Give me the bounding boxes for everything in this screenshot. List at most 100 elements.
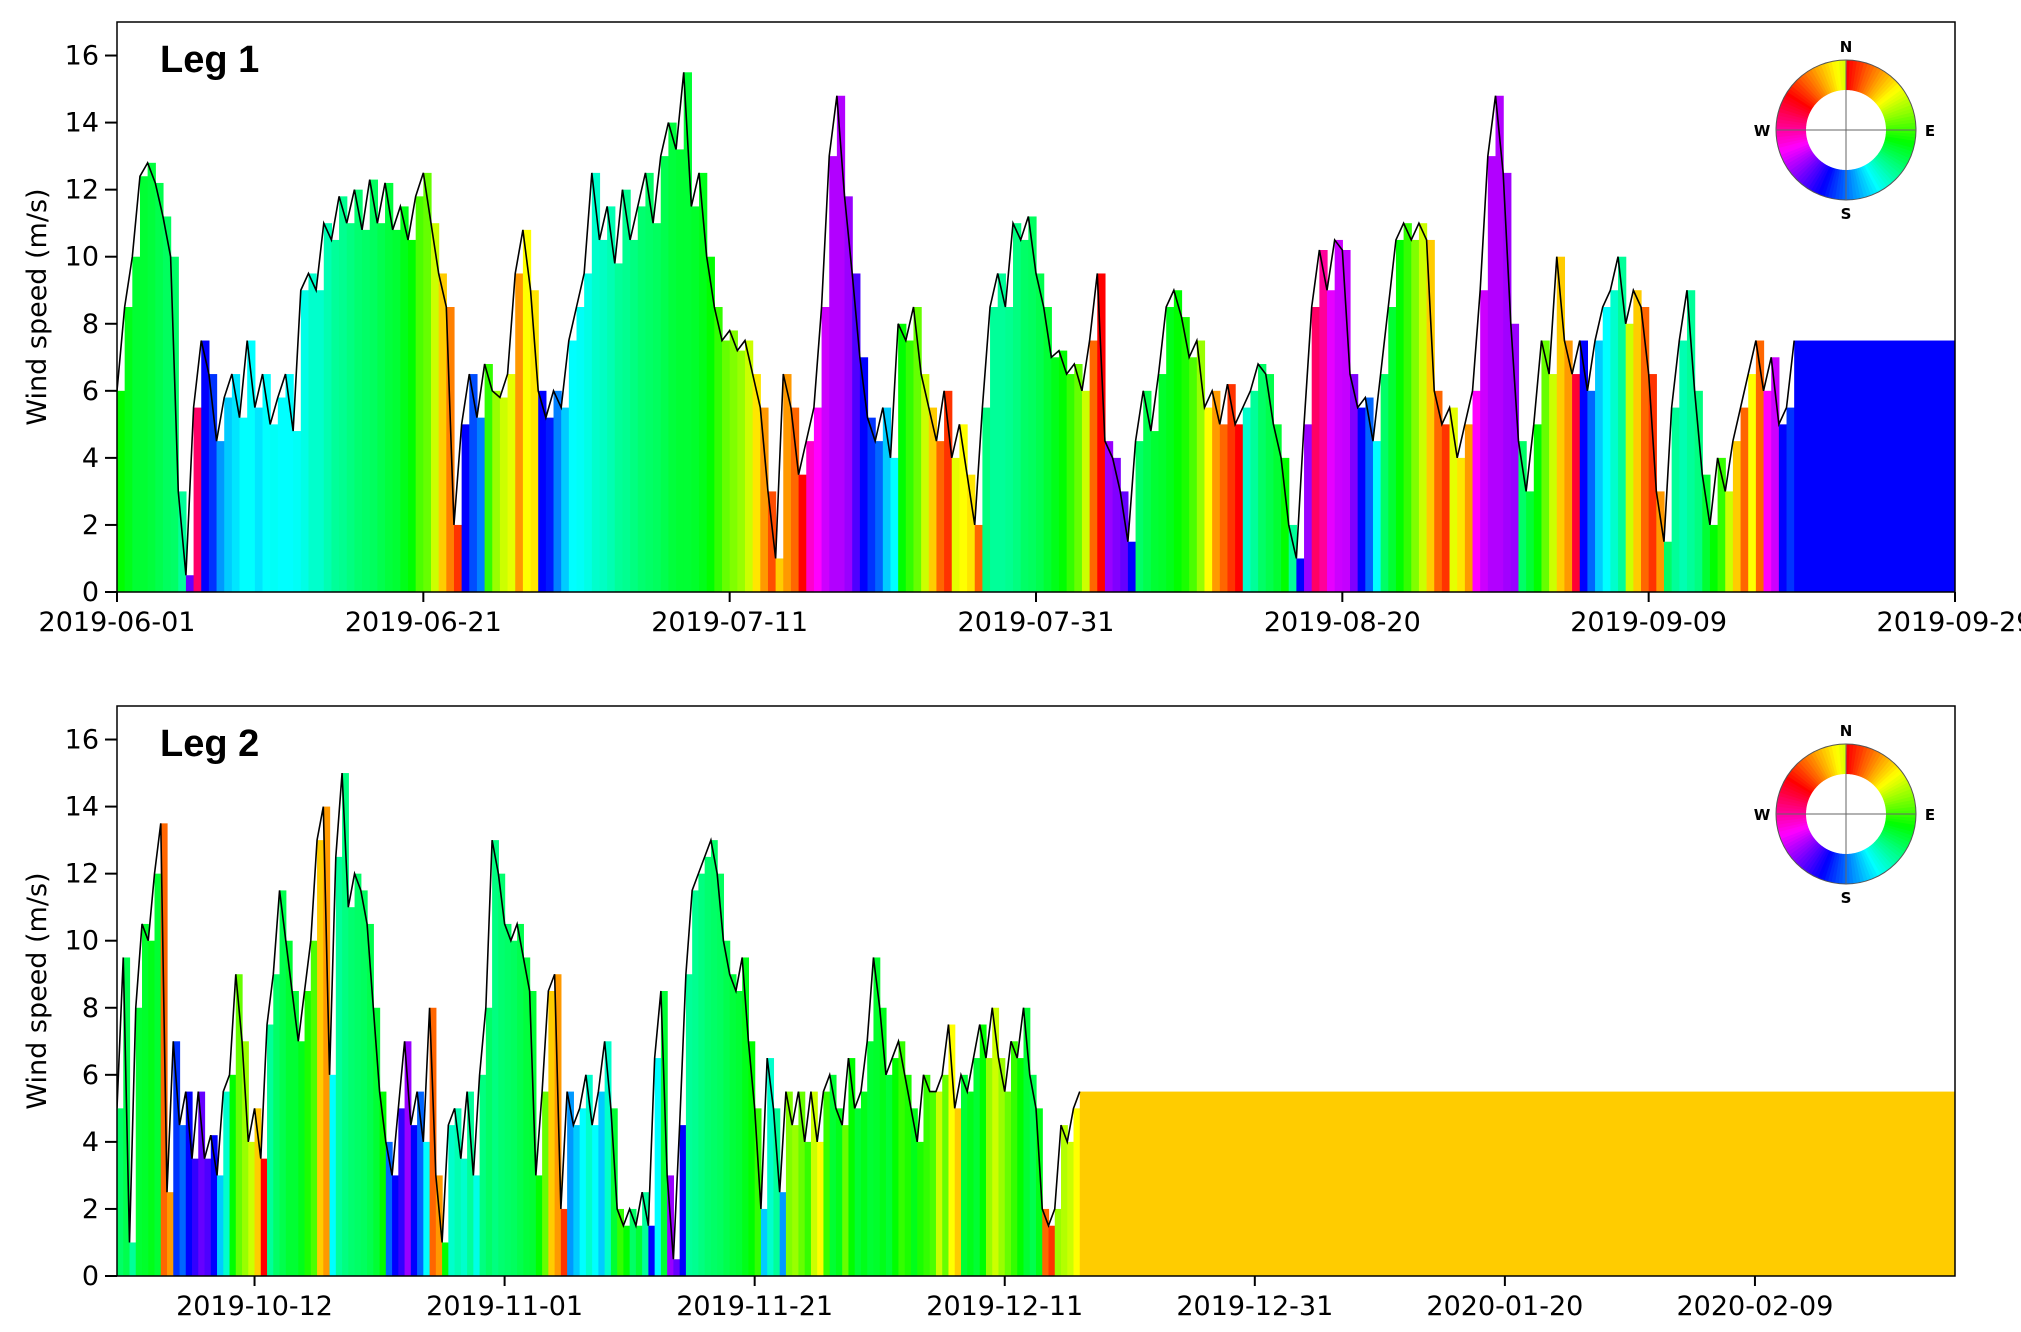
wheel-segment: [1820, 747, 1834, 777]
wind-bar: [783, 374, 792, 592]
wheel-segment: [1882, 828, 1912, 844]
wind-bar: [545, 417, 555, 592]
wind-bar: [1004, 1091, 1012, 1276]
wind-bar: [584, 273, 593, 592]
wind-bar: [1579, 340, 1588, 592]
wheel-segment: [1798, 843, 1821, 869]
wind-bar: [1533, 424, 1543, 592]
wind-bar: [279, 890, 287, 1276]
wind-bar: [1334, 239, 1343, 592]
wind-bar: [1694, 390, 1703, 592]
wheel-segment: [1849, 853, 1857, 884]
wind-bar: [193, 407, 202, 592]
wheel-segment: [1875, 767, 1901, 790]
wheel-segment: [1877, 769, 1903, 791]
wind-bar: [1097, 273, 1106, 592]
wheel-segment: [1793, 840, 1818, 864]
wind-bar: [1288, 524, 1297, 592]
y-tick-label: 8: [82, 993, 99, 1024]
wind-bar: [339, 196, 348, 592]
wind-bar: [460, 1158, 468, 1276]
wind-bar: [354, 189, 363, 592]
wheel-segment: [1869, 73, 1891, 100]
wind-bar: [1074, 364, 1083, 592]
wheel-segment: [1810, 164, 1828, 193]
wheel-segment: [1777, 111, 1808, 122]
wheel-segment: [1884, 138, 1915, 149]
wheel-segment: [1783, 94, 1812, 112]
wind-bar: [1311, 307, 1320, 592]
wheel-segment: [1861, 165, 1878, 195]
wheel-segment: [1834, 853, 1842, 884]
direction-color-wheel-legend: N E S W: [1754, 722, 1935, 907]
wind-bar: [510, 940, 518, 1276]
wind-bar: [1633, 290, 1642, 592]
wind-bar: [1564, 340, 1573, 592]
wheel-segment: [1780, 100, 1810, 116]
wind-bar: [217, 1175, 224, 1276]
wheel-segment: [1885, 136, 1916, 146]
wind-bar: [810, 1091, 818, 1276]
wheel-segment: [1787, 772, 1814, 793]
wind-bar: [852, 273, 861, 592]
wheel-segment: [1779, 788, 1809, 802]
wheel-segment: [1780, 784, 1810, 800]
wheel-segment: [1858, 167, 1872, 197]
wheel-segment: [1869, 845, 1891, 871]
x-tick-label: 2019-10-12: [176, 1291, 333, 1322]
wind-bar: [185, 1091, 193, 1276]
wind-bar: [923, 1074, 931, 1276]
wind-bar: [928, 407, 938, 592]
wheel-segment: [1852, 60, 1862, 91]
wind-bar: [890, 457, 899, 592]
wind-bar: [654, 1058, 662, 1276]
wind-bar: [585, 1074, 593, 1276]
wheel-segment: [1823, 851, 1836, 882]
wheel-segment: [1872, 77, 1896, 102]
x-tick-label: 2019-09-09: [1570, 607, 1727, 638]
wheel-segment: [1801, 844, 1823, 871]
wheel-segment: [1776, 809, 1807, 814]
wind-bar: [1319, 250, 1328, 592]
wheel-segment: [1858, 747, 1872, 777]
wind-bar: [479, 1074, 487, 1276]
wheel-segment: [1882, 101, 1912, 116]
wheel-segment: [1793, 156, 1818, 180]
wind-bar: [905, 340, 915, 592]
wheel-segment: [1824, 746, 1836, 776]
wind-bar: [316, 290, 325, 592]
wind-bar: [1388, 307, 1397, 592]
wind-bar: [629, 1208, 637, 1276]
wind-bar: [867, 1041, 875, 1276]
wind-bar: [754, 1108, 762, 1276]
wind-bar: [798, 474, 807, 592]
wind-bar: [417, 1091, 424, 1276]
wind-bar: [1648, 374, 1657, 592]
wind-bar: [614, 263, 624, 592]
wind-bar: [216, 441, 225, 592]
wind-bar: [1656, 491, 1665, 592]
wind-bar: [760, 1208, 768, 1276]
wind-bar: [704, 856, 712, 1276]
wheel-segment: [1884, 108, 1914, 120]
wind-bar: [348, 907, 356, 1276]
wind-bar: [192, 1158, 199, 1276]
wheel-segment: [1810, 848, 1828, 877]
wind-bar: [1120, 491, 1129, 592]
wind-bar: [308, 273, 317, 592]
wind-bar: [1794, 340, 1955, 592]
wheel-segment: [1778, 140, 1808, 152]
wind-bar: [1441, 424, 1451, 592]
wheel-segment: [1807, 69, 1827, 97]
wind-bar: [717, 873, 725, 1276]
wind-bar: [329, 1074, 337, 1276]
wheel-segment: [1776, 118, 1807, 126]
wind-bar: [1227, 384, 1236, 592]
wind-bar: [792, 1125, 800, 1276]
wind-bar: [921, 374, 930, 592]
wheel-segment: [1871, 759, 1894, 785]
wheel-segment: [1777, 795, 1808, 806]
wheel-segment: [1780, 828, 1810, 843]
wind-bar: [630, 239, 639, 592]
wind-bar: [967, 474, 976, 592]
